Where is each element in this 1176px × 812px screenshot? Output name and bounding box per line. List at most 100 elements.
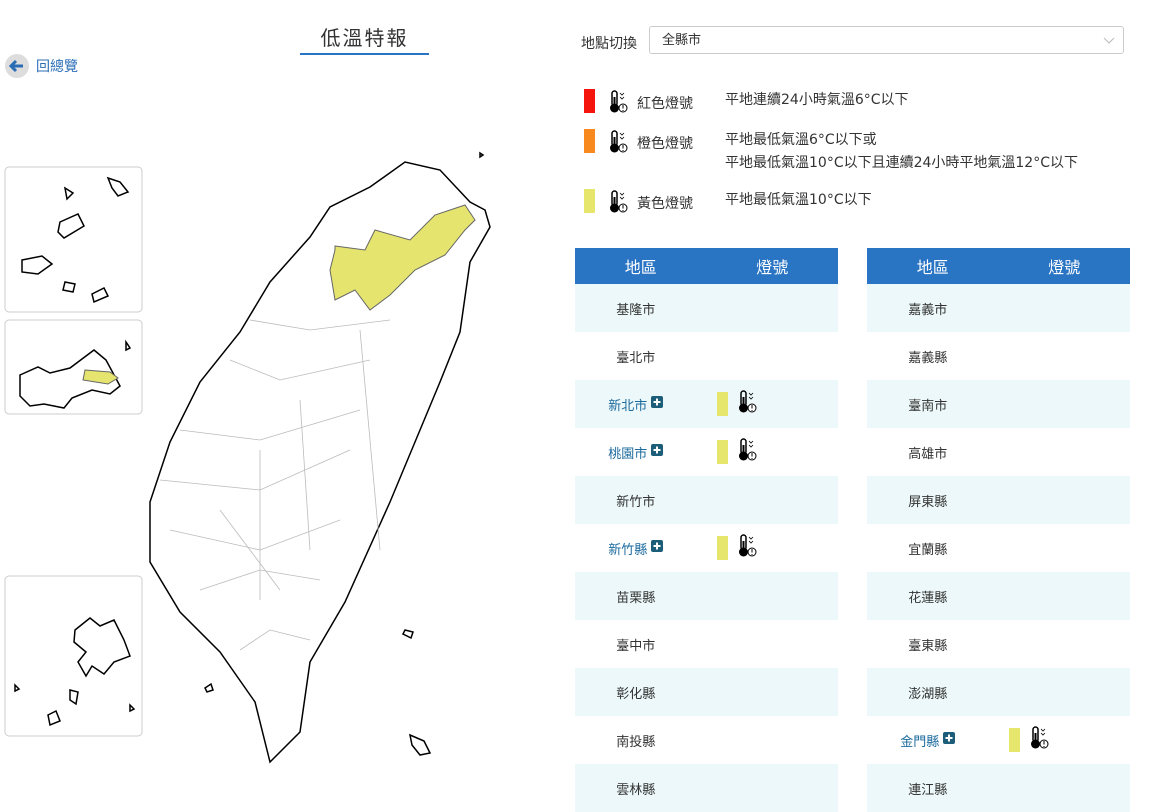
thermometer-icon [734,389,758,419]
description-line: 平地最低氣溫6°C以下或 [725,132,877,148]
table-row: 嘉義縣 [867,332,1130,380]
signal-swatch [716,440,728,464]
thermometer-icon [734,533,758,563]
table-row: 雲林縣 [575,764,838,812]
signal-cell [697,389,839,419]
region-name: 南投縣 [616,734,656,750]
thermometer-icon [605,129,629,175]
table-row: 宜蘭縣 [867,524,1130,572]
header-cell: 燈號 [1048,258,1081,277]
region-cell: 苗栗縣 [575,587,697,606]
expand-icon[interactable] [943,732,956,748]
table-row: 連江縣 [867,764,1130,812]
region-cell: 連江縣 [867,779,989,798]
table-row: 南投縣 [575,716,838,764]
region-cell: 金門縣 [867,731,989,750]
page-title: 低溫特報 [300,22,429,55]
description-line: 平地最低氣溫10°C以下且連續24小時平地氣溫12°C以下 [725,155,1078,171]
thermometer-icon [734,437,758,467]
thermometer-icon [605,89,629,119]
page: 低溫特報 回總覽 地點切換 全縣市 紅色燈號 平地連續24小時氣溫6°C以下橙色燈… [4,22,1130,812]
signal-swatch [716,392,728,416]
region-name: 澎湖縣 [908,686,948,702]
expand-icon[interactable] [651,540,664,556]
region-link[interactable]: 新竹縣 [608,542,648,558]
table-row: 臺南市 [867,380,1130,428]
region-table: 地區 燈號基隆市臺北市新北市桃園市新竹市新竹縣苗栗縣臺中市彰化縣南投縣雲林縣 [575,248,838,812]
signal-swatch [716,536,728,560]
legend-name: 紅色燈號 [637,96,693,112]
region-cell: 嘉義市 [867,299,989,318]
region-cell: 基隆市 [575,299,697,318]
region-cell: 臺東縣 [867,635,989,654]
table-row: 苗栗縣 [575,572,838,620]
region-cell: 桃園市 [575,443,697,462]
legend-swatch [584,89,595,113]
legend-name: 黃色燈號 [637,196,693,212]
table-row: 澎湖縣 [867,668,1130,716]
table-row: 臺北市 [575,332,838,380]
signal-cell [989,725,1131,755]
region-name: 臺北市 [616,350,656,366]
region-name: 嘉義縣 [908,350,948,366]
region-link[interactable]: 桃園市 [608,446,648,462]
table-row: 基隆市 [575,284,838,332]
table-header: 地區 燈號 [867,248,1130,284]
location-value: 全縣市 [662,33,702,48]
table-body: 嘉義市嘉義縣臺南市高雄市屏東縣宜蘭縣花蓮縣臺東縣澎湖縣金門縣連江縣 [867,284,1130,812]
table-row: 新北市 [575,380,838,428]
region-name: 花蓮縣 [908,590,948,606]
region-cell: 屏東縣 [867,491,989,510]
legend-swatch [584,129,595,153]
back-text: 回總覽 [36,59,78,75]
region-name: 連江縣 [908,782,948,798]
table-row: 新竹市 [575,476,838,524]
location-select[interactable]: 全縣市 [649,26,1124,54]
region-cell: 南投縣 [575,731,697,750]
legend-item: 橙色燈號 平地最低氣溫6°C以下或平地最低氣溫10°C以下且連續24小時平地氣溫1… [584,129,1078,175]
legend-description: 平地最低氣溫10°C以下 [725,189,872,219]
back-icon [5,54,29,78]
region-cell: 嘉義縣 [867,347,989,366]
header-cell: 地區 [624,258,657,277]
table-row: 臺東縣 [867,620,1130,668]
description-line: 平地最低氣溫10°C以下 [725,192,872,208]
signal-cell [697,437,839,467]
region-name: 臺中市 [616,638,656,654]
expand-icon[interactable] [651,396,664,412]
region-name: 苗栗縣 [616,590,656,606]
table-header: 地區 燈號 [575,248,838,284]
region-cell: 新竹縣 [575,539,697,558]
header-cell: 燈號 [756,258,789,277]
legend-name: 橙色燈號 [637,136,693,152]
region-name: 屏東縣 [908,494,948,510]
region-cell: 臺北市 [575,347,697,366]
region-link[interactable]: 金門縣 [900,734,940,750]
region-cell: 雲林縣 [575,779,697,798]
region-name: 基隆市 [616,302,656,318]
region-name: 彰化縣 [616,686,656,702]
legend-description: 平地連續24小時氣溫6°C以下 [725,89,909,119]
dropdown-arrow [1103,37,1115,44]
region-name: 嘉義市 [908,302,948,318]
table-row: 新竹縣 [575,524,838,572]
region-cell: 臺南市 [867,395,989,414]
table-row: 桃園市 [575,428,838,476]
expand-icon[interactable] [651,444,664,460]
region-cell: 宜蘭縣 [867,539,989,558]
header-cell: 地區 [916,258,949,277]
region-link[interactable]: 新北市 [608,398,648,414]
location-label: 地點切換 [581,36,637,52]
back-link[interactable]: 回總覽 [4,53,78,79]
region-name: 臺東縣 [908,638,948,654]
table-row: 高雄市 [867,428,1130,476]
table-row: 彰化縣 [575,668,838,716]
region-cell: 臺中市 [575,635,697,654]
region-name: 高雄市 [908,446,948,462]
legend-swatch [584,189,595,213]
region-cell: 澎湖縣 [867,683,989,702]
region-name: 宜蘭縣 [908,542,948,558]
region-cell: 彰化縣 [575,683,697,702]
table-row: 金門縣 [867,716,1130,764]
thermometer-icon [1026,725,1050,755]
